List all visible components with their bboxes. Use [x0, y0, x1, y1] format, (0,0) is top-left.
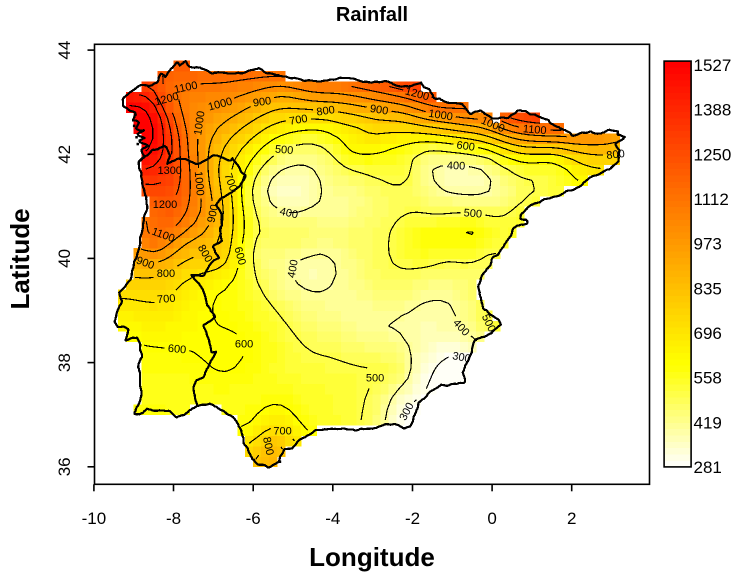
svg-text:696: 696 — [694, 324, 722, 343]
svg-text:-10: -10 — [82, 509, 107, 528]
svg-text:1000: 1000 — [192, 171, 206, 196]
svg-text:1200: 1200 — [153, 199, 177, 211]
svg-text:1000: 1000 — [192, 110, 207, 136]
svg-text:400: 400 — [447, 160, 466, 173]
svg-text:42: 42 — [55, 145, 74, 164]
svg-text:-6: -6 — [246, 509, 261, 528]
svg-text:1112: 1112 — [694, 190, 729, 209]
svg-text:500: 500 — [463, 207, 482, 221]
svg-text:-4: -4 — [325, 509, 340, 528]
svg-text:700: 700 — [288, 113, 308, 128]
svg-text:419: 419 — [694, 413, 722, 432]
svg-text:800: 800 — [606, 148, 626, 162]
svg-text:1527: 1527 — [694, 56, 732, 75]
svg-text:800: 800 — [157, 268, 175, 280]
svg-text:700: 700 — [221, 172, 239, 193]
svg-text:40: 40 — [55, 249, 74, 268]
svg-text:Rainfall: Rainfall — [336, 4, 408, 26]
svg-text:0: 0 — [487, 509, 496, 528]
svg-text:800: 800 — [316, 104, 336, 118]
svg-text:600: 600 — [231, 246, 247, 267]
svg-text:600: 600 — [456, 139, 476, 153]
svg-text:500: 500 — [274, 144, 293, 158]
svg-text:800: 800 — [260, 436, 276, 456]
svg-text:2: 2 — [567, 509, 576, 528]
svg-text:36: 36 — [55, 457, 74, 476]
svg-text:-2: -2 — [405, 509, 420, 528]
svg-text:1300: 1300 — [157, 165, 181, 177]
svg-text:900: 900 — [252, 95, 272, 109]
svg-text:835: 835 — [694, 279, 722, 298]
svg-text:281: 281 — [694, 458, 722, 477]
svg-text:44: 44 — [55, 41, 74, 60]
svg-text:1388: 1388 — [694, 101, 732, 120]
svg-text:-8: -8 — [166, 509, 181, 528]
svg-text:500: 500 — [366, 372, 384, 384]
svg-text:38: 38 — [55, 353, 74, 372]
svg-text:600: 600 — [235, 339, 253, 351]
svg-text:1100: 1100 — [522, 123, 547, 137]
svg-text:700: 700 — [273, 425, 291, 437]
svg-text:Longitude: Longitude — [309, 542, 435, 572]
svg-text:973: 973 — [694, 235, 722, 254]
svg-text:400: 400 — [286, 259, 301, 279]
svg-text:600: 600 — [167, 343, 186, 357]
svg-text:300: 300 — [451, 350, 471, 365]
svg-text:1000: 1000 — [428, 108, 454, 124]
svg-text:1100: 1100 — [173, 80, 199, 97]
svg-text:700: 700 — [157, 293, 176, 307]
svg-text:Latitude: Latitude — [5, 208, 35, 309]
svg-text:558: 558 — [694, 369, 722, 388]
svg-text:400: 400 — [279, 206, 300, 222]
svg-text:900: 900 — [206, 203, 222, 223]
svg-text:900: 900 — [369, 103, 389, 118]
svg-text:1250: 1250 — [694, 145, 732, 164]
svg-text:900: 900 — [135, 255, 156, 273]
